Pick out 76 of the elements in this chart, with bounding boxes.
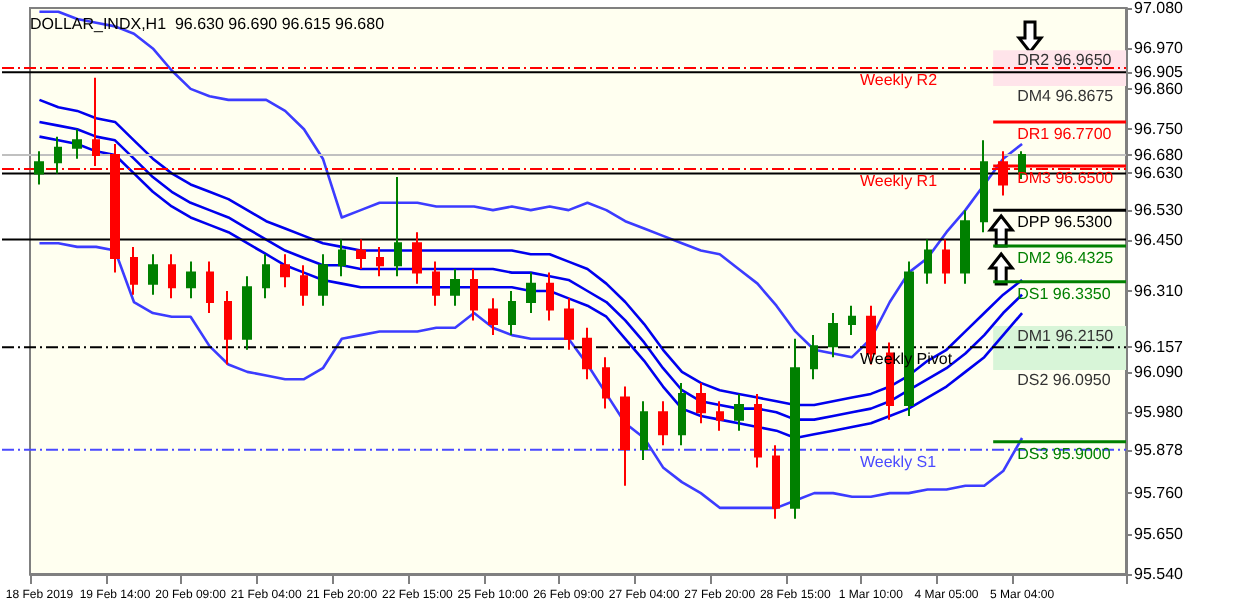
candlestick [318, 253, 328, 307]
candlestick [980, 139, 988, 234]
y-tick-label: 95.980 [1134, 403, 1185, 422]
ref-line-label: DS3 95.9000 [1017, 444, 1112, 463]
candlestick [810, 334, 818, 381]
y-tick-label: 95.650 [1134, 524, 1185, 543]
candlestick [658, 400, 668, 447]
candlestick [224, 290, 232, 366]
annotation: DM1 96.2150 [1017, 326, 1115, 345]
candlestick [412, 231, 422, 285]
candlestick [734, 392, 744, 432]
candlestick [432, 260, 440, 307]
candlestick [696, 381, 706, 425]
y-tick-label: 96.905 [1134, 63, 1185, 82]
candlestick [526, 271, 536, 315]
candlestick [620, 385, 630, 487]
candlestick [772, 444, 780, 520]
y-tick-label: 96.860 [1134, 79, 1185, 98]
ref-line-label: Weekly S1 [860, 452, 938, 471]
annotation: DR2 96.9650 [1017, 51, 1113, 70]
candlestick [394, 176, 402, 278]
candlestick [130, 245, 138, 296]
candlestick [262, 253, 270, 300]
candlestick [602, 356, 610, 410]
candlestick [54, 135, 62, 175]
ref-line-label: DM3 96.6500 [1017, 169, 1115, 188]
y-tick-label: 96.450 [1134, 230, 1185, 249]
candlestick [376, 245, 384, 278]
candlestick [716, 400, 724, 432]
candlestick [242, 275, 252, 351]
candlestick [564, 297, 574, 351]
y-tick-label: 96.970 [1134, 39, 1185, 58]
ref-line-label: Weekly R1 [860, 171, 939, 190]
candlestick [488, 297, 498, 337]
y-tick-label: 96.750 [1134, 120, 1185, 139]
candlestick [678, 381, 686, 447]
y-tick-label: 96.530 [1134, 201, 1185, 220]
candlestick [790, 337, 800, 520]
candlestick [924, 238, 932, 285]
ref-line-label: DPP 96.5300 [1017, 213, 1114, 232]
y-tick-label: 96.310 [1134, 282, 1185, 300]
ref-line-label: DM2 96.4325 [1017, 248, 1115, 267]
candlestick [338, 238, 346, 278]
annotation: DS2 96.0950 [1017, 371, 1112, 390]
candlestick [942, 238, 950, 285]
candlestick [300, 264, 308, 307]
candlestick [280, 253, 290, 289]
y-tick-label: 96.157 [1134, 338, 1185, 357]
y-tick-label: 97.080 [1134, 0, 1185, 17]
candlestick [34, 150, 44, 186]
candlestick [640, 400, 648, 462]
candlestick [356, 238, 366, 270]
candlestick [206, 260, 214, 315]
candlestick [508, 290, 516, 337]
candlestick [168, 253, 176, 300]
candlestick [186, 260, 196, 300]
candlestick [582, 326, 592, 381]
candlestick [450, 267, 460, 307]
y-tick-label: 95.760 [1134, 484, 1185, 503]
y-tick-label: 95.878 [1134, 440, 1185, 459]
ref-line-label: DR1 96.7700 [1017, 124, 1113, 143]
y-tick-label: 95.540 [1134, 565, 1185, 583]
ref-line-label: Weekly R2 [860, 70, 939, 89]
candlestick [828, 312, 838, 359]
candlestick [546, 271, 554, 322]
y-tick-label: 96.680 [1134, 146, 1185, 165]
ref-line-label: DS1 96.3350 [1017, 284, 1112, 303]
y-tick-label: 96.630 [1134, 164, 1185, 183]
candlestick [470, 267, 478, 322]
candlestick [848, 304, 856, 337]
y-tick-label: 96.090 [1134, 362, 1185, 381]
candlestick [960, 209, 970, 285]
candlestick [754, 392, 762, 469]
candlestick [148, 253, 158, 296]
candlestick [72, 128, 82, 160]
annotation: DM4 96.8675 [1017, 87, 1115, 106]
